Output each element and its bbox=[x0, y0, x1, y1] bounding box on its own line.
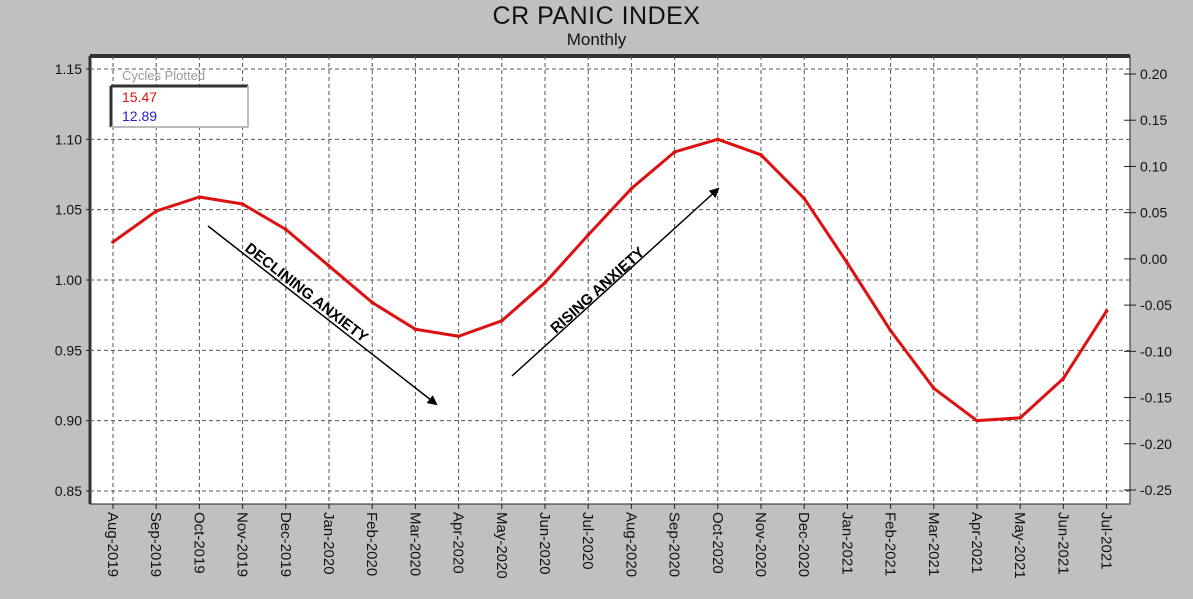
x-tick-label: Jun-2020 bbox=[536, 512, 553, 575]
x-tick-label: Oct-2019 bbox=[190, 512, 207, 574]
x-tick-label: Mar-2020 bbox=[406, 512, 423, 576]
data-point bbox=[716, 137, 720, 142]
data-point bbox=[456, 334, 461, 339]
x-tick-label: May-2020 bbox=[493, 512, 510, 579]
x-tick-label: Jan-2021 bbox=[838, 512, 855, 575]
y2-tick-label: -0.05 bbox=[1140, 297, 1172, 313]
x-tick-label: Mar-2021 bbox=[925, 512, 942, 576]
y-tick-label: 1.10 bbox=[55, 131, 82, 147]
y2-tick-label: 0.10 bbox=[1140, 158, 1167, 174]
x-tick-label: May-2021 bbox=[1011, 512, 1028, 579]
y2-tick-label: -0.25 bbox=[1140, 482, 1172, 498]
data-point bbox=[500, 318, 504, 323]
y2-tick-label: -0.20 bbox=[1140, 436, 1172, 452]
x-tick-label: Dec-2020 bbox=[795, 512, 812, 577]
series-line bbox=[112, 137, 1108, 423]
x-tick-label: Jul-2020 bbox=[579, 512, 596, 570]
legend-entry-2: 12.89 bbox=[122, 108, 157, 124]
x-tick-label: Nov-2019 bbox=[234, 512, 251, 577]
data-point bbox=[543, 281, 547, 285]
series-group bbox=[111, 137, 1109, 423]
data-point bbox=[932, 386, 936, 391]
x-tick-label: Sep-2020 bbox=[666, 512, 683, 577]
y-tick-label: 1.05 bbox=[55, 202, 82, 218]
data-point bbox=[629, 186, 634, 191]
data-point bbox=[197, 195, 202, 199]
x-axis: Aug-2019 Sep-2019 Oct-2019 Nov-2019 Dec-2019… bbox=[104, 504, 1115, 579]
y2-tick-label: 0.05 bbox=[1140, 205, 1167, 221]
x-tick-label: Aug-2020 bbox=[622, 512, 639, 577]
y2-tick-label: 0.00 bbox=[1140, 251, 1167, 267]
data-point bbox=[586, 233, 590, 237]
x-tick-label: Sep-2019 bbox=[147, 512, 164, 577]
y-tick-label: 1.15 bbox=[55, 61, 82, 77]
x-tick-label: Jul-2021 bbox=[1098, 512, 1115, 570]
y2-tick-label: -0.10 bbox=[1140, 343, 1172, 359]
data-point bbox=[802, 196, 806, 201]
x-tick-label: Jan-2020 bbox=[320, 512, 337, 575]
x-tick-label: Feb-2021 bbox=[882, 512, 899, 576]
data-point bbox=[888, 328, 893, 333]
legend-entry-1: 15.47 bbox=[122, 89, 157, 105]
legend-title: Cycles Plotted bbox=[122, 68, 205, 83]
data-point bbox=[154, 209, 158, 213]
data-point bbox=[327, 264, 331, 268]
x-tick-label: Apr-2021 bbox=[968, 512, 985, 574]
data-point bbox=[672, 150, 677, 154]
data-point bbox=[370, 300, 375, 305]
chart-subtitle: Monthly bbox=[566, 30, 627, 49]
data-point bbox=[759, 153, 763, 157]
chart-title: CR PANIC INDEX bbox=[492, 2, 701, 30]
x-tick-label: Oct-2020 bbox=[709, 512, 726, 574]
x-tick-label: Nov-2020 bbox=[752, 512, 769, 577]
y-axis-left: 0.85 0.90 0.95 1.00 1.05 1.10 1.15 bbox=[55, 61, 90, 499]
y-tick-label: 1.00 bbox=[55, 272, 82, 288]
x-tick-label: Jun-2021 bbox=[1054, 512, 1071, 575]
y2-tick-label: 0.20 bbox=[1140, 66, 1167, 82]
y2-tick-label: 0.15 bbox=[1140, 112, 1167, 128]
data-point bbox=[111, 240, 115, 244]
data-point bbox=[284, 227, 288, 232]
declining-arrow bbox=[207, 225, 438, 406]
data-point bbox=[413, 327, 418, 332]
y-tick-label: 0.85 bbox=[55, 483, 82, 499]
legend-box: Cycles Plotted 15.47 12.89 bbox=[109, 68, 249, 128]
x-tick-label: Aug-2019 bbox=[104, 512, 121, 577]
y-tick-label: 0.90 bbox=[55, 413, 82, 429]
data-point bbox=[1018, 416, 1022, 420]
y-axis-right: -0.25 -0.20 -0.15 -0.10 -0.05 0.00 0.05 0.10 0.1… bbox=[1124, 66, 1172, 498]
data-point bbox=[1061, 376, 1066, 381]
x-tick-label: Apr-2020 bbox=[450, 512, 467, 574]
x-tick-label: Dec-2019 bbox=[277, 512, 294, 577]
data-point bbox=[240, 202, 245, 206]
y2-tick-label: -0.15 bbox=[1140, 390, 1172, 406]
x-tick-label: Feb-2020 bbox=[363, 512, 380, 576]
y-tick-label: 0.95 bbox=[55, 342, 82, 358]
rising-arrow bbox=[511, 187, 720, 377]
data-point bbox=[1104, 309, 1109, 313]
data-point bbox=[845, 261, 850, 265]
data-point bbox=[975, 418, 979, 423]
